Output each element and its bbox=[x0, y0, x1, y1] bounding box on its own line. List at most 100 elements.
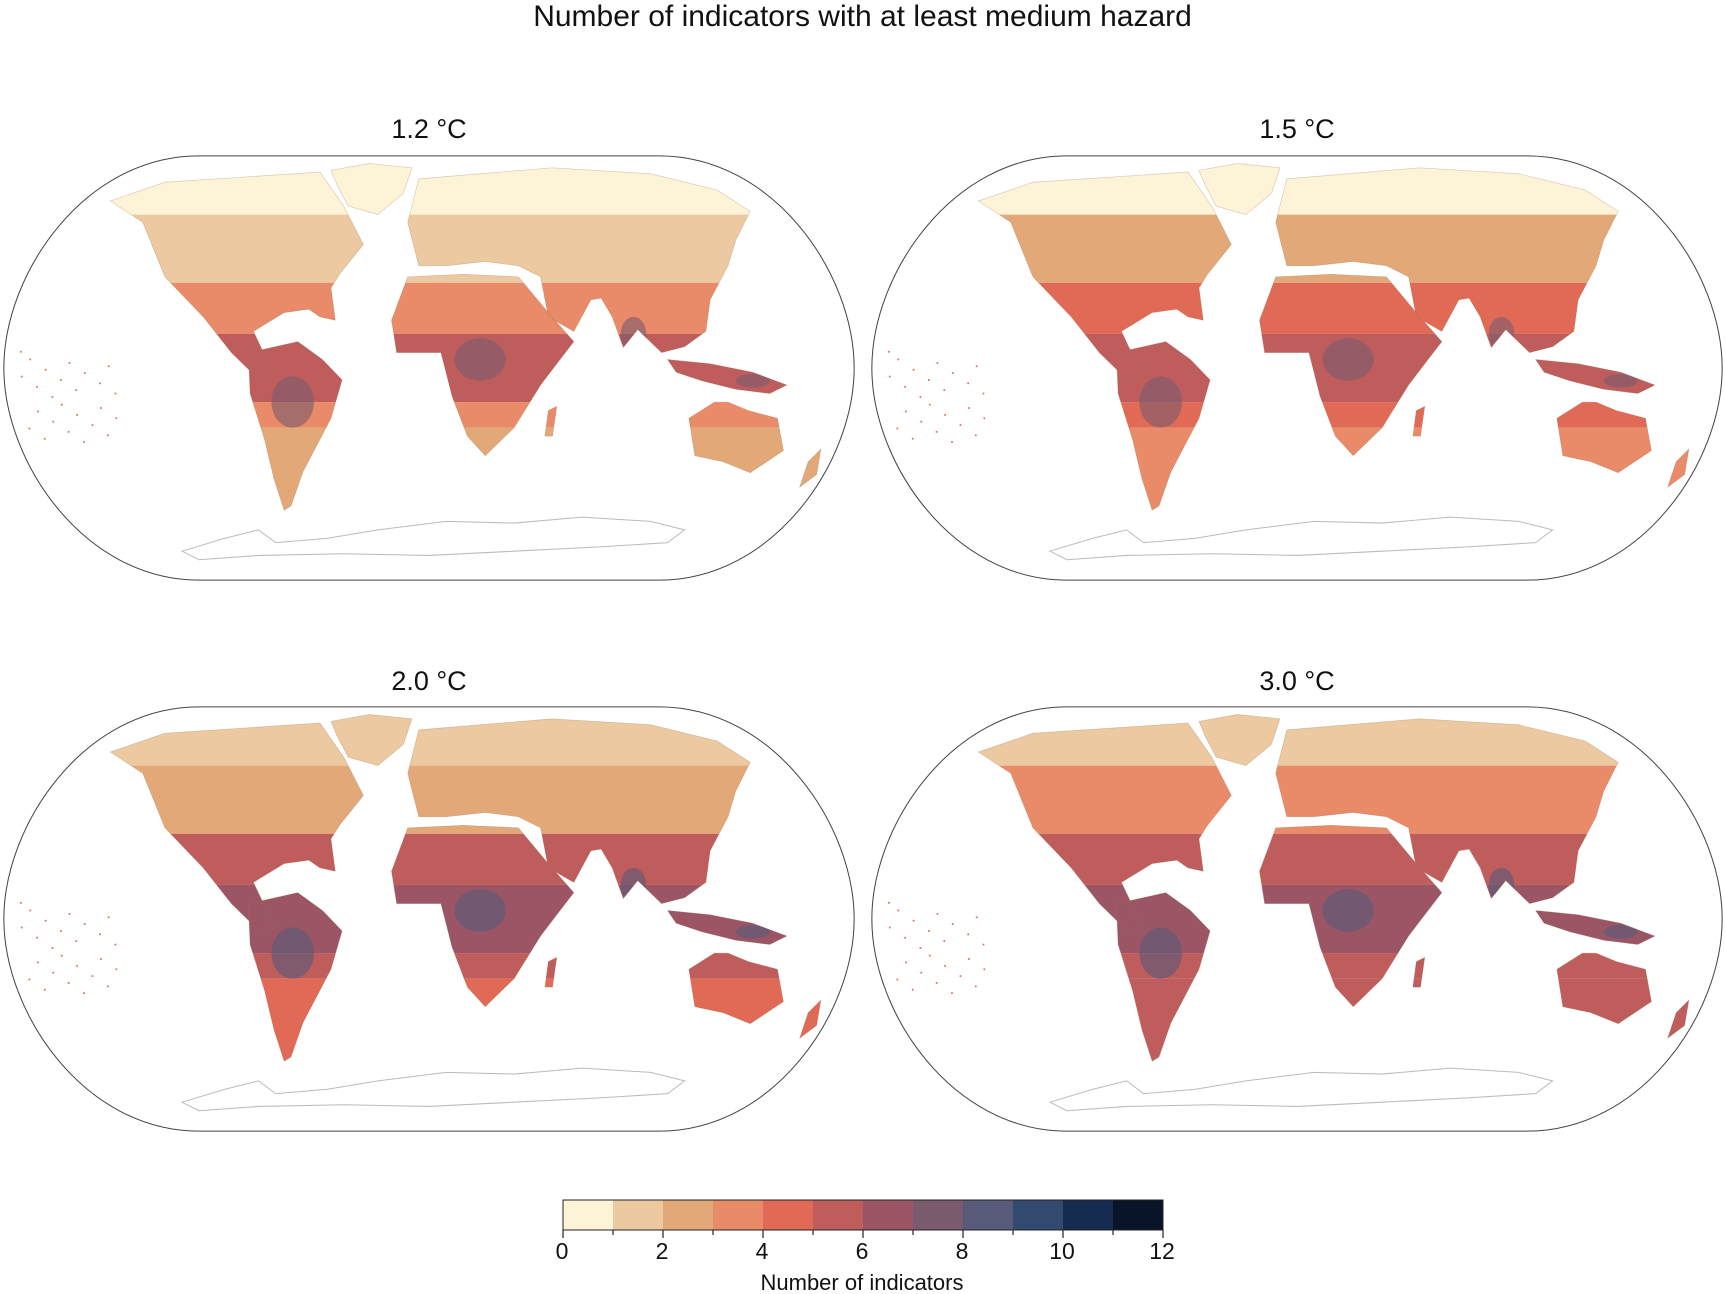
island bbox=[935, 431, 938, 433]
island bbox=[920, 971, 923, 974]
island bbox=[896, 427, 899, 430]
island bbox=[29, 909, 32, 912]
island bbox=[936, 913, 939, 915]
coast-greenland bbox=[330, 714, 413, 767]
island bbox=[43, 988, 46, 991]
island bbox=[20, 375, 23, 378]
island bbox=[974, 985, 977, 988]
hotspot bbox=[271, 927, 314, 979]
colorbar-segment bbox=[863, 1200, 914, 1230]
coast-indonesia bbox=[1534, 359, 1656, 394]
island bbox=[951, 923, 954, 925]
island bbox=[60, 403, 63, 406]
coast-antarctica bbox=[1048, 516, 1554, 561]
island bbox=[106, 434, 109, 437]
map-panel-2 bbox=[871, 155, 1723, 581]
coast-eurasia bbox=[1275, 718, 1619, 905]
colorbar-tick-8: 8 bbox=[955, 1238, 969, 1264]
island bbox=[115, 417, 118, 420]
hotspot bbox=[1603, 373, 1638, 388]
island bbox=[44, 368, 47, 371]
coast-south-america bbox=[1116, 341, 1211, 511]
island bbox=[37, 961, 39, 964]
coast-antarctica bbox=[180, 1067, 686, 1112]
coast-new-zealand bbox=[798, 447, 822, 489]
coast-new-zealand bbox=[1666, 998, 1690, 1040]
colorbar bbox=[562, 1199, 1164, 1238]
coast-north-america bbox=[109, 171, 364, 384]
coast-greenland bbox=[330, 163, 413, 216]
band-subtropics bbox=[978, 282, 1689, 334]
coast-new-zealand bbox=[1666, 447, 1690, 489]
island bbox=[896, 978, 899, 981]
map-panel-3 bbox=[3, 706, 855, 1132]
island bbox=[83, 992, 85, 994]
coast-north-america bbox=[977, 722, 1232, 935]
island bbox=[936, 362, 939, 364]
coast-antarctica bbox=[180, 516, 686, 561]
panel-title-4: 3.0 °C bbox=[1259, 666, 1335, 696]
island bbox=[76, 414, 78, 416]
island bbox=[91, 424, 94, 426]
coast-eurasia bbox=[407, 167, 751, 354]
island bbox=[888, 901, 890, 904]
island bbox=[975, 365, 978, 368]
figure-title: Number of indicators with at least mediu… bbox=[533, 0, 1192, 33]
colorbar-tick-6: 6 bbox=[855, 1238, 869, 1264]
coast-australia bbox=[688, 952, 784, 1025]
island bbox=[905, 410, 907, 413]
island bbox=[83, 372, 86, 374]
island bbox=[959, 975, 962, 977]
colorbar-segment bbox=[1013, 1200, 1064, 1230]
island bbox=[912, 368, 915, 371]
island bbox=[967, 933, 969, 936]
island bbox=[36, 936, 38, 939]
coast-madagascar bbox=[544, 956, 558, 988]
island bbox=[76, 965, 78, 967]
island bbox=[36, 385, 38, 388]
hotspot bbox=[735, 924, 770, 939]
colorbar-tick-4: 4 bbox=[755, 1238, 769, 1264]
island bbox=[943, 940, 946, 943]
island bbox=[935, 982, 938, 984]
colorbar-segment bbox=[663, 1200, 714, 1230]
map-panel-1 bbox=[3, 155, 855, 581]
colorbar-segment bbox=[963, 1200, 1014, 1230]
island bbox=[983, 968, 986, 971]
panel-title-1: 1.2 °C bbox=[391, 114, 467, 144]
island bbox=[951, 372, 954, 374]
island bbox=[28, 978, 31, 981]
island bbox=[115, 968, 118, 971]
island bbox=[68, 913, 71, 915]
island bbox=[83, 923, 86, 925]
band-subtropics bbox=[110, 833, 821, 885]
colorbar-label: Number of indicators bbox=[760, 1270, 964, 1294]
coast-australia bbox=[1556, 952, 1652, 1025]
coast-africa bbox=[391, 824, 575, 1008]
coast-madagascar bbox=[1412, 956, 1426, 988]
island bbox=[20, 926, 23, 929]
colorbar-segment bbox=[563, 1200, 614, 1230]
colorbar-tick-0: 0 bbox=[555, 1238, 569, 1264]
coast-greenland bbox=[1198, 714, 1281, 767]
island bbox=[20, 901, 22, 904]
island bbox=[75, 940, 78, 943]
island bbox=[888, 926, 891, 929]
coast-north-america bbox=[109, 722, 364, 935]
coast-antarctica bbox=[1048, 1067, 1554, 1112]
island bbox=[52, 971, 55, 974]
island bbox=[974, 434, 977, 437]
island bbox=[888, 375, 891, 378]
island bbox=[106, 985, 109, 988]
island bbox=[67, 431, 70, 433]
colorbar-segment bbox=[613, 1200, 664, 1230]
island bbox=[51, 947, 54, 949]
island bbox=[911, 437, 914, 440]
map-panel-4 bbox=[871, 706, 1723, 1132]
island bbox=[943, 389, 946, 392]
island bbox=[905, 961, 907, 964]
hotspot bbox=[1603, 924, 1638, 939]
island bbox=[68, 362, 71, 364]
coast-indonesia bbox=[666, 359, 788, 394]
island bbox=[99, 933, 101, 936]
